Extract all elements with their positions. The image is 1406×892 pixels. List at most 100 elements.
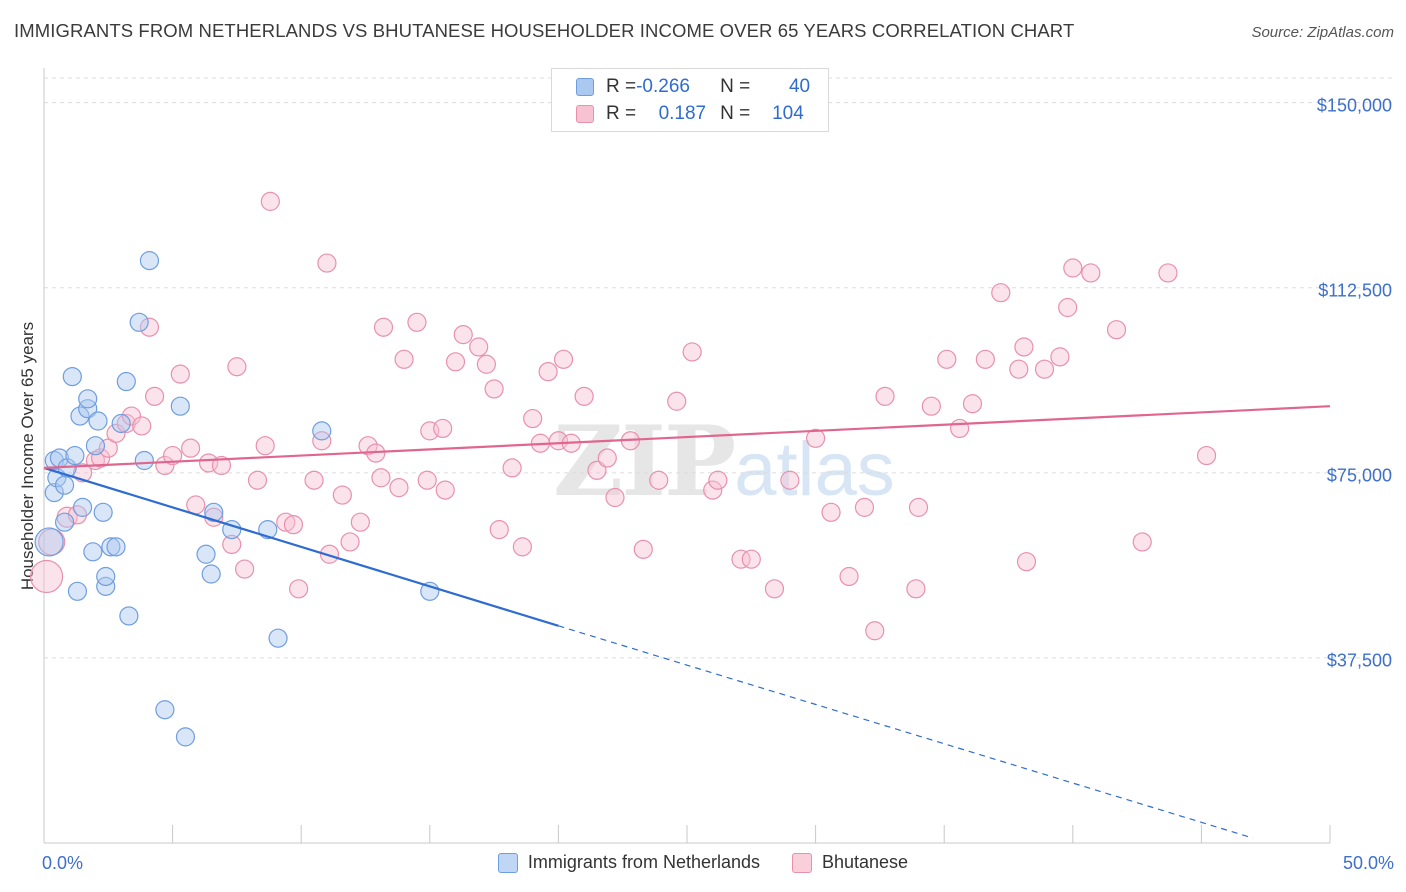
legend-label-bhutanese: Bhutanese <box>822 852 909 872</box>
bhutanese-point <box>597 448 617 468</box>
bhutanese-point <box>132 416 152 436</box>
bhutanese-point <box>708 470 728 490</box>
netherlands-point <box>78 389 98 409</box>
bhutanese-point <box>703 480 723 500</box>
legend-n-label: N = <box>720 76 751 97</box>
netherlands-point <box>196 544 216 564</box>
bhutanese-point <box>289 579 309 599</box>
netherlands-point <box>106 537 126 557</box>
bhutanese-point <box>170 364 190 384</box>
netherlands-point <box>85 436 106 456</box>
bhutanese-point <box>319 544 340 564</box>
bhutanese-trend-line <box>43 405 1331 470</box>
bhutanese-point <box>394 349 414 369</box>
bhutanese-point <box>512 537 532 557</box>
bhutanese-point <box>407 312 427 332</box>
netherlands-point <box>44 482 64 503</box>
bhutanese-point <box>780 470 800 490</box>
chart-title: IMMIGRANTS FROM NETHERLANDS VS BHUTANESE… <box>14 20 1075 41</box>
netherlands-point <box>111 413 131 434</box>
bhutanese-point <box>304 470 324 490</box>
bhutanese-point <box>906 579 926 599</box>
netherlands-point <box>268 628 288 648</box>
legend-item-netherlands[interactable]: Immigrants from Netherlands <box>497 852 760 873</box>
bhutanese-point <box>222 534 242 555</box>
netherlands-point <box>62 366 82 387</box>
netherlands-trend-line <box>43 466 559 627</box>
bhutanese-point <box>875 386 895 406</box>
netherlands-point <box>155 700 175 720</box>
bhutanese-point <box>682 342 702 362</box>
legend-item-bhutanese[interactable]: Bhutanese <box>792 852 908 873</box>
bhutanese-point <box>358 436 378 456</box>
bhutanese-point <box>484 379 504 399</box>
netherlands-point <box>34 527 64 557</box>
netherlands-point <box>83 542 103 562</box>
series-legend: Immigrants from Netherlands Bhutanese <box>0 852 1406 873</box>
netherlands-point <box>175 727 196 747</box>
bhutanese-point <box>1034 359 1055 379</box>
netherlands-point <box>204 502 224 522</box>
bhutanese-point <box>181 438 201 458</box>
y-tick-label: $75,000 <box>1326 465 1392 486</box>
y-tick-label: $112,500 <box>1318 280 1392 301</box>
bhutanese-point <box>371 468 391 488</box>
source-credit: Source: ZipAtlas.com <box>1251 24 1394 41</box>
netherlands-point <box>134 450 154 471</box>
stats-legend: R = -0.266 N = 40 R = 0.187 N = 104 <box>551 68 829 132</box>
bhutanese-point <box>921 396 941 416</box>
netherlands-trend-extension <box>558 625 1254 839</box>
bhutanese-point <box>260 191 280 211</box>
bhutanese-point <box>163 445 183 466</box>
bhutanese-point <box>937 349 957 369</box>
bhutanese-point <box>453 325 473 345</box>
bhutanese-point <box>667 391 687 411</box>
bhutanese-point <box>389 478 409 498</box>
netherlands-point <box>65 445 85 466</box>
legend-swatch-pink <box>792 852 812 873</box>
bhutanese-point <box>523 408 543 429</box>
bhutanese-point <box>445 352 466 372</box>
bhutanese-point <box>975 349 995 369</box>
bhutanese-point <box>144 386 165 406</box>
bhutanese-point <box>417 470 437 490</box>
x-tick-max: 50.0% <box>1342 853 1394 873</box>
bhutanese-point <box>865 621 885 641</box>
bhutanese-point <box>276 512 296 532</box>
watermark-right: atlas <box>734 427 895 512</box>
bhutanese-point <box>1009 359 1029 379</box>
bhutanese-point <box>502 458 522 478</box>
bhutanese-point <box>839 566 859 587</box>
netherlands-point <box>54 475 75 495</box>
bhutanese-point <box>373 317 394 337</box>
legend-n-value: 104 <box>772 103 804 124</box>
netherlands-point <box>78 399 98 419</box>
bhutanese-point <box>1081 263 1101 283</box>
bhutanese-point <box>38 528 66 556</box>
bhutanese-point <box>211 455 232 476</box>
bhutanese-point <box>633 539 653 559</box>
bhutanese-point <box>553 349 574 369</box>
bhutanese-point <box>435 480 455 500</box>
bhutanese-point <box>1016 552 1037 572</box>
bhutanese-point <box>312 431 332 451</box>
netherlands-point <box>67 581 88 601</box>
bhutanese-point <box>332 485 352 505</box>
bhutanese-point <box>854 497 875 517</box>
bhutanese-point <box>821 502 841 522</box>
legend-swatch-pink <box>576 105 594 123</box>
bhutanese-point <box>1058 297 1078 318</box>
bhutanese-point <box>764 579 785 599</box>
bhutanese-point <box>350 512 370 532</box>
netherlands-point <box>96 576 116 596</box>
netherlands-point <box>139 251 160 271</box>
bhutanese-point <box>649 470 669 490</box>
y-tick-label: $37,500 <box>1326 650 1392 671</box>
bhutanese-point <box>1063 258 1083 278</box>
netherlands-point <box>201 564 221 584</box>
bhutanese-point <box>908 497 929 517</box>
watermark: ZIPatlas <box>553 405 895 518</box>
bhutanese-point <box>605 487 625 508</box>
legend-swatch-blue <box>497 852 518 873</box>
